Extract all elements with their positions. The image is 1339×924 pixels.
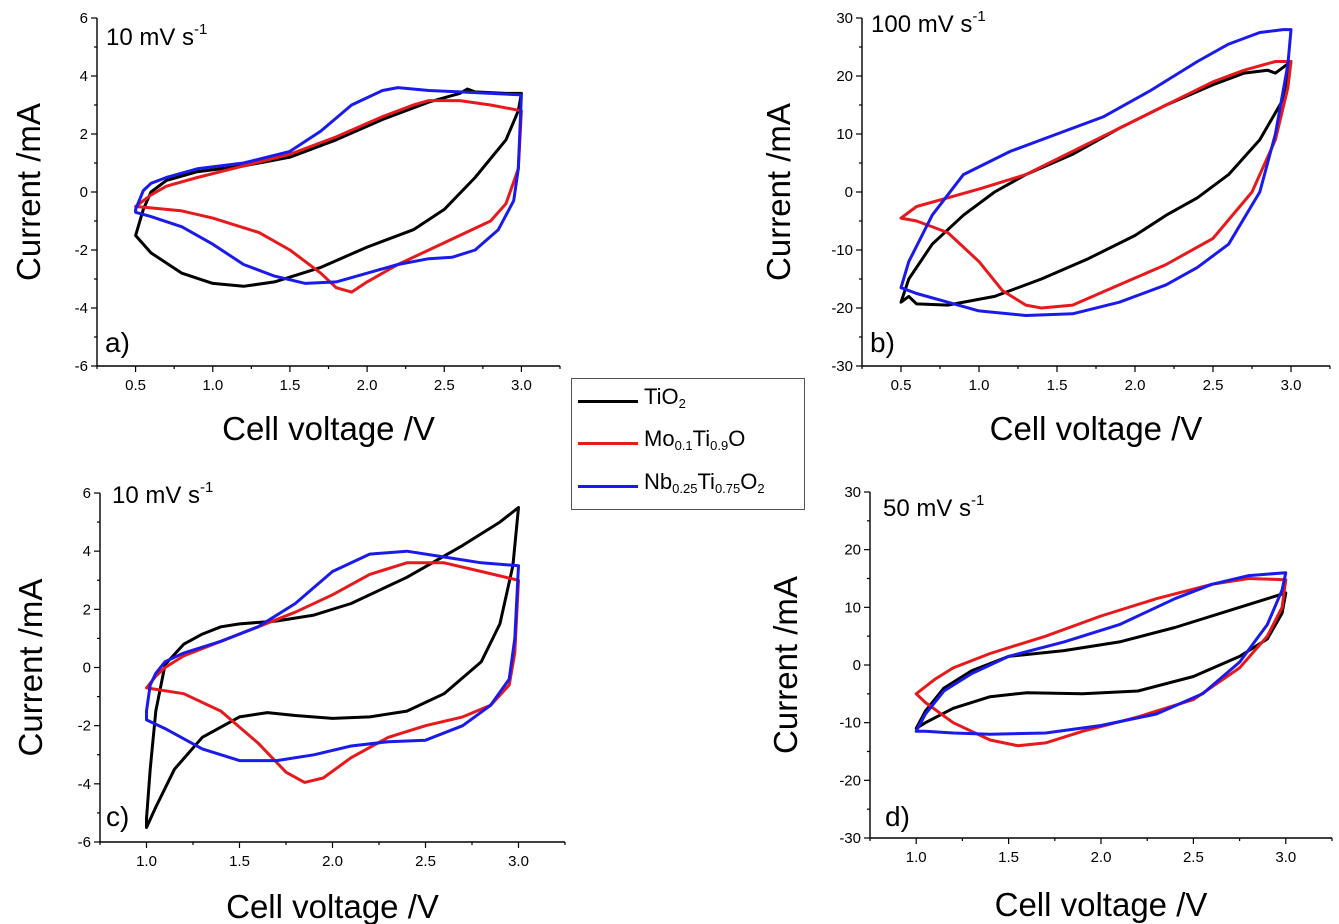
panel-letter: a) [105, 327, 130, 358]
scan-rate-label: 100 mV s-1 [871, 8, 986, 38]
y-axis-title: Current /mA [10, 103, 47, 281]
series-line-nb0-25ti0-75o2 [134, 86, 523, 285]
x-axis-title: Cell voltage /V [222, 410, 435, 447]
series-line-nb0-25ti0-75o2 [899, 28, 1293, 317]
y-tick-label: -2 [78, 718, 91, 735]
y-tick-label: 0 [853, 657, 861, 674]
panel-c: -6 -4 -2 0 2 4 6 1.0 1.5 2.0 2.5 3.0 Cell voltage /V… [12, 479, 566, 924]
y-tick-label: -10 [839, 715, 861, 732]
y-tick-label: -4 [75, 300, 88, 317]
x-tick-label: 2.0 [1091, 849, 1112, 866]
x-tick-label: 1.5 [998, 849, 1019, 866]
panel-b: -30 -20 -10 0 10 20 30 0.5 1.0 1.5 2.0 2.5 3.0 Cell v… [760, 8, 1331, 447]
x-tick-label: 2.5 [1183, 849, 1204, 866]
y-tick-label: 6 [83, 485, 91, 502]
y-axis-title: Current /mA [12, 579, 49, 757]
x-tick-label: 1.0 [906, 849, 927, 866]
x-tick-label: 2.0 [357, 377, 378, 394]
series-line-tio2 [134, 87, 523, 288]
y-tick-label: -6 [78, 834, 91, 851]
x-tick-label: 3.0 [508, 853, 529, 870]
y-tick-label: 0 [845, 184, 853, 201]
y-tick-label: 30 [844, 484, 861, 501]
y-tick-label: 30 [836, 10, 853, 27]
y-tick-label: 6 [80, 10, 88, 27]
y-tick-label: 4 [80, 68, 88, 85]
x-axis-title: Cell voltage /V [990, 410, 1203, 447]
y-axis-title: Current /mA [767, 576, 804, 754]
y-tick-label: -6 [75, 358, 88, 375]
y-tick-label: 20 [836, 68, 853, 85]
x-tick-label: 2.5 [434, 377, 455, 394]
panel-letter: d) [885, 801, 910, 832]
y-tick-label: -2 [75, 242, 88, 259]
series-line-mo0-1ti0-9o [899, 60, 1293, 310]
scan-rate-label: 10 mV s-1 [112, 479, 213, 509]
x-tick-label: 1.5 [229, 853, 250, 870]
scan-rate-label: 10 mV s-1 [106, 21, 207, 51]
y-tick-label: 2 [80, 126, 88, 143]
y-tick-label: -30 [839, 830, 861, 847]
legend: TiO2 Mo0.1Ti0.9O Nb0.25Ti0.75O2 [571, 378, 805, 510]
panel-a: -6 -4 -2 0 2 4 6 0.5 1.0 1.5 2.0 2.5 3.0 Cell voltage… [10, 10, 561, 447]
legend-label: Nb0.25Ti0.75O2 [644, 469, 765, 496]
legend-swatch [578, 485, 638, 488]
panel-letter: b) [870, 327, 895, 358]
series-line-tio2 [899, 60, 1293, 307]
legend-swatch [578, 400, 638, 403]
x-tick-label: 3.0 [1281, 377, 1302, 394]
x-tick-label: 1.5 [1047, 377, 1068, 394]
y-tick-label: -4 [78, 776, 91, 793]
legend-swatch [578, 442, 638, 445]
y-axis-title: Current /mA [760, 103, 797, 281]
legend-item: Mo0.1Ti0.9O [572, 424, 804, 454]
x-tick-label: 1.0 [202, 377, 223, 394]
x-tick-label: 1.0 [136, 853, 157, 870]
y-tick-label: 10 [844, 599, 861, 616]
x-tick-label: 2.5 [1203, 377, 1224, 394]
y-tick-label: 2 [83, 601, 91, 618]
y-tick-label: -10 [831, 242, 853, 259]
x-tick-label: 3.0 [511, 377, 532, 394]
x-tick-label: 0.5 [891, 377, 912, 394]
x-tick-label: 0.5 [125, 377, 146, 394]
x-tick-label: 2.0 [1125, 377, 1146, 394]
y-tick-label: -20 [839, 772, 861, 789]
legend-label: Mo0.1Ti0.9O [644, 426, 746, 453]
series-line-nb0-25ti0-75o2 [145, 549, 520, 763]
panel-d: -30 -20 -10 0 10 20 30 1.0 1.5 2.0 2.5 3.0 Cell volt… [767, 484, 1333, 923]
y-tick-label: -20 [831, 300, 853, 317]
x-axis-title: Cell voltage /V [226, 888, 439, 924]
series-line-mo0-1ti0-9o [134, 99, 523, 294]
x-axis-title: Cell voltage /V [995, 886, 1208, 923]
x-tick-label: 2.5 [415, 853, 436, 870]
y-tick-label: 10 [836, 126, 853, 143]
y-tick-label: -30 [831, 358, 853, 375]
y-tick-label: 0 [80, 184, 88, 201]
legend-label: TiO2 [644, 384, 686, 411]
series-line-mo0-1ti0-9o [914, 577, 1288, 748]
x-tick-label: 1.0 [969, 377, 990, 394]
scan-rate-label: 50 mV s-1 [883, 492, 984, 522]
series-line-nb0-25ti0-75o2 [914, 571, 1288, 736]
legend-item: Nb0.25Ti0.75O2 [572, 467, 804, 497]
y-tick-label: 0 [83, 660, 91, 677]
y-tick-label: 4 [83, 543, 91, 560]
x-tick-label: 1.5 [279, 377, 300, 394]
panel-letter: c) [106, 801, 129, 832]
y-tick-label: 20 [844, 542, 861, 559]
x-tick-label: 3.0 [1275, 849, 1296, 866]
x-tick-label: 2.0 [322, 853, 343, 870]
series-line-tio2 [145, 506, 520, 829]
legend-item: TiO2 [572, 382, 804, 412]
